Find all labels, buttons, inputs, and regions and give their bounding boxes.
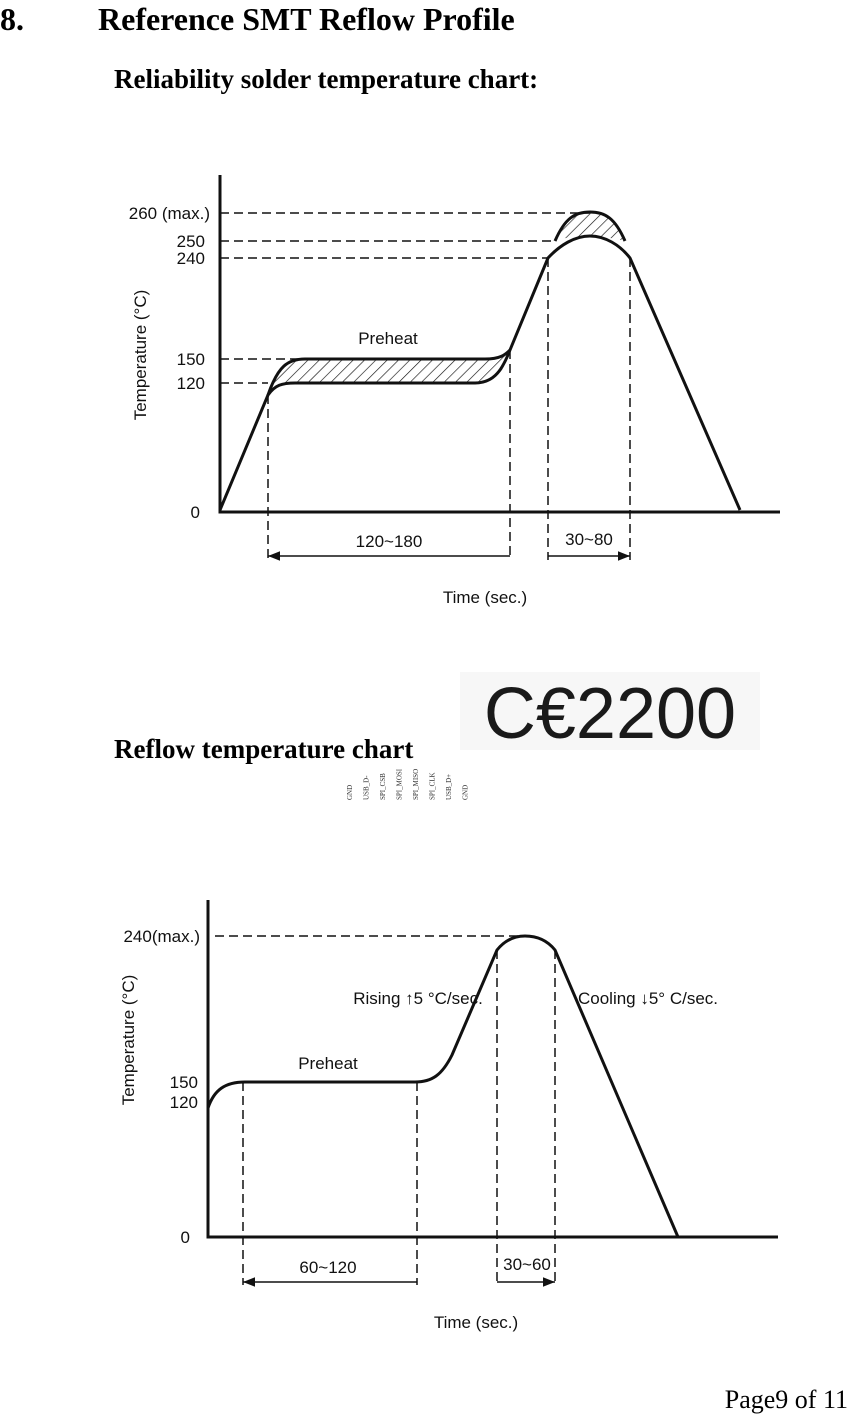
time-label: 30~80 — [565, 530, 613, 549]
pin-label: USB_D- — [363, 775, 371, 800]
pin-label: SPI_MOSI — [396, 768, 404, 800]
temp-label: 150 — [170, 1073, 198, 1092]
x-axis-title: Time (sec.) — [443, 588, 527, 607]
temp-label: 240(max.) — [123, 927, 200, 946]
subsection-title: Reflow temperature chart — [114, 734, 413, 764]
y-axis-title: Temperature (°C) — [119, 975, 138, 1106]
pin-label: SPI_CSB — [379, 773, 387, 800]
rate-label: Rising ↑5 °C/sec. — [353, 989, 483, 1008]
rate-label: Cooling ↓5° C/sec. — [578, 989, 718, 1008]
x-axis-title: Time (sec.) — [434, 1313, 518, 1332]
subsection-title: Reliability solder temperature chart: — [114, 64, 538, 94]
temp-label: 150 — [177, 350, 205, 369]
ce-logo: C€2200 — [484, 674, 736, 754]
reliability-chart: 260 (max.) 250 240 150 120 0 Preheat 120… — [129, 175, 780, 607]
temp-label: 0 — [181, 1228, 190, 1247]
pin-label: GND — [346, 785, 354, 800]
zone-label: Preheat — [298, 1054, 358, 1073]
page-number: Page9 of 11 — [725, 1385, 848, 1414]
pin-label: SPI_MISO — [412, 769, 420, 800]
time-label: 60~120 — [299, 1258, 356, 1277]
time-label: 120~180 — [356, 532, 423, 551]
pin-labels: GND USB_D- SPI_CSB SPI_MOSI SPI_MISO SPI_CLK U… — [346, 768, 470, 800]
zone-label: Preheat — [358, 329, 418, 348]
section-title: Reference SMT Reflow Profile — [98, 1, 515, 37]
logo-box — [460, 672, 760, 750]
section-number: 8. — [0, 1, 24, 37]
temp-label: 120 — [177, 374, 205, 393]
pin-label: GND — [462, 785, 470, 800]
y-axis-title: Temperature (°C) — [131, 290, 150, 421]
temp-label: 120 — [170, 1093, 198, 1112]
temp-label: 240 — [177, 249, 205, 268]
temp-label: 260 (max.) — [129, 204, 210, 223]
temp-label: 0 — [191, 503, 200, 522]
time-label: 30~60 — [503, 1255, 551, 1274]
reflow-chart: 240(max.) 150 120 0 Preheat Rising ↑5 °C… — [119, 900, 778, 1332]
pin-label: USB_D+ — [445, 774, 453, 800]
pin-label: SPI_CLK — [429, 772, 437, 800]
temp-label: 250 — [177, 232, 205, 251]
